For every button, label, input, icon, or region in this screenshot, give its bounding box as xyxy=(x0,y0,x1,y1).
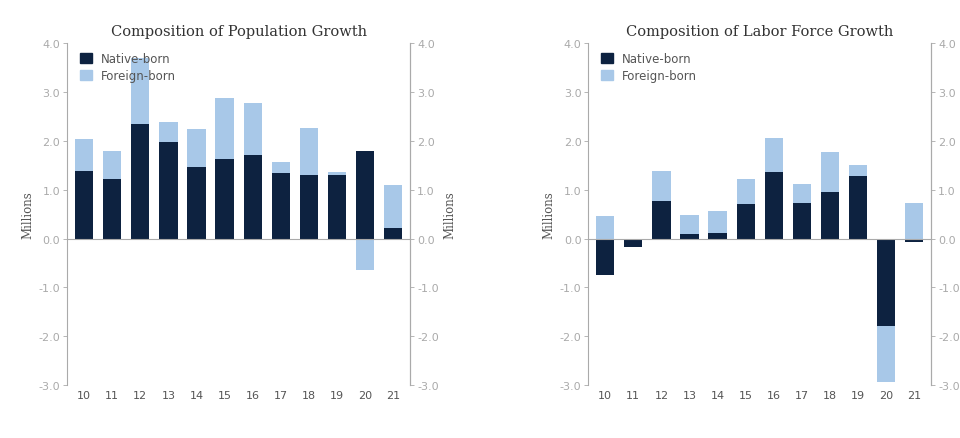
Y-axis label: Millions: Millions xyxy=(443,191,456,238)
Bar xyxy=(132,124,150,239)
Bar xyxy=(272,162,290,173)
Bar xyxy=(765,139,783,172)
Bar xyxy=(328,176,347,239)
Bar xyxy=(652,201,670,239)
Bar xyxy=(849,166,867,177)
Bar xyxy=(765,172,783,239)
Bar xyxy=(708,233,727,239)
Bar xyxy=(159,143,178,239)
Bar xyxy=(272,173,290,239)
Bar xyxy=(103,180,121,239)
Bar xyxy=(215,160,233,239)
Bar xyxy=(905,239,924,243)
Bar xyxy=(356,239,374,271)
Bar xyxy=(681,234,699,239)
Bar xyxy=(736,205,755,239)
Bar xyxy=(187,129,205,167)
Bar xyxy=(356,151,374,239)
Bar xyxy=(159,122,178,143)
Bar xyxy=(244,104,262,156)
Y-axis label: Millions: Millions xyxy=(542,191,556,238)
Title: Composition of Population Growth: Composition of Population Growth xyxy=(110,25,367,39)
Legend: Native-born, Foreign-born: Native-born, Foreign-born xyxy=(80,53,177,83)
Bar xyxy=(793,184,811,204)
Bar xyxy=(75,172,93,239)
Title: Composition of Labor Force Growth: Composition of Labor Force Growth xyxy=(626,25,894,39)
Bar xyxy=(849,177,867,239)
Bar xyxy=(132,58,150,124)
Bar xyxy=(215,99,233,160)
Bar xyxy=(300,128,318,176)
Bar xyxy=(681,215,699,234)
Bar xyxy=(328,172,347,176)
Bar xyxy=(300,176,318,239)
Bar xyxy=(821,152,839,193)
Bar xyxy=(384,228,402,239)
Bar xyxy=(596,239,614,276)
Bar xyxy=(877,326,896,382)
Y-axis label: Millions: Millions xyxy=(21,191,35,238)
Bar xyxy=(652,171,670,201)
Bar xyxy=(736,180,755,205)
Bar xyxy=(905,204,924,239)
Bar xyxy=(877,239,896,326)
Bar xyxy=(187,167,205,239)
Bar xyxy=(821,193,839,239)
Bar xyxy=(103,152,121,180)
Bar xyxy=(624,239,642,247)
Bar xyxy=(244,156,262,239)
Bar xyxy=(75,140,93,172)
Legend: Native-born, Foreign-born: Native-born, Foreign-born xyxy=(601,53,697,83)
Bar xyxy=(384,185,402,228)
Bar xyxy=(596,216,614,239)
Bar xyxy=(793,204,811,239)
Bar xyxy=(708,211,727,233)
